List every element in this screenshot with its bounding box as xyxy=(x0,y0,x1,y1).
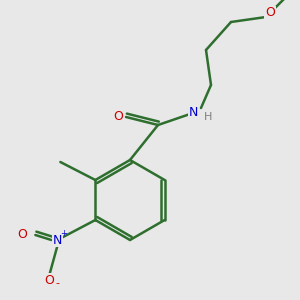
Text: O: O xyxy=(265,7,275,20)
Text: N: N xyxy=(188,106,198,119)
Text: O: O xyxy=(44,274,54,286)
Text: N: N xyxy=(53,233,62,247)
Text: O: O xyxy=(17,229,27,242)
Text: H: H xyxy=(204,112,212,122)
Text: -: - xyxy=(56,278,59,288)
Text: +: + xyxy=(60,230,67,238)
Text: O: O xyxy=(113,110,123,124)
